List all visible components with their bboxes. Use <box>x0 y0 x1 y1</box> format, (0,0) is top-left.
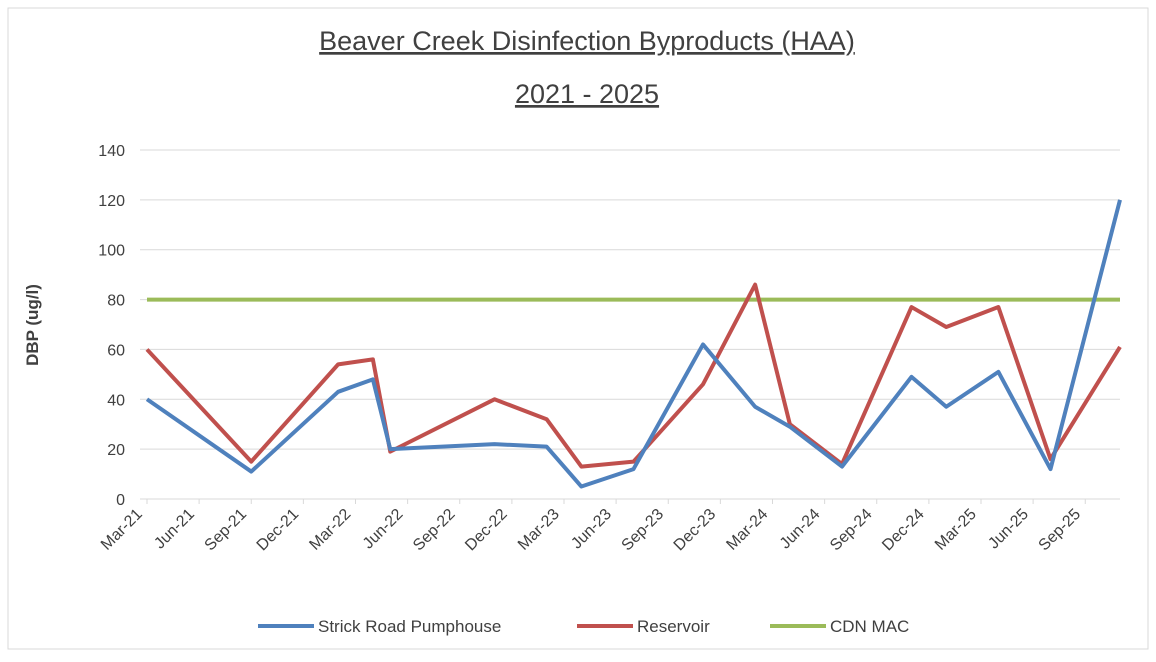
series-line <box>145 282 1122 469</box>
legend-label: Reservoir <box>637 617 710 636</box>
y-tick-label: 140 <box>98 143 125 160</box>
chart-title: Beaver Creek Disinfection Byproducts (HA… <box>319 26 855 56</box>
y-tick-label: 120 <box>98 193 125 210</box>
y-tick-label: 80 <box>107 293 125 310</box>
y-tick-label: 20 <box>107 442 125 459</box>
chart-frame <box>7 7 1149 650</box>
y-tick-label: 0 <box>116 492 125 509</box>
y-tick-label: 60 <box>107 342 125 359</box>
y-tick-label: 40 <box>107 392 125 409</box>
y-tick-label: 100 <box>98 243 125 260</box>
chart-title: 2021 - 2025 <box>515 79 659 109</box>
series-line <box>145 199 1122 489</box>
legend-label: CDN MAC <box>830 617 909 636</box>
legend-label: Strick Road Pumphouse <box>318 617 501 636</box>
y-axis-label: DBP (ug/l) <box>23 284 42 366</box>
